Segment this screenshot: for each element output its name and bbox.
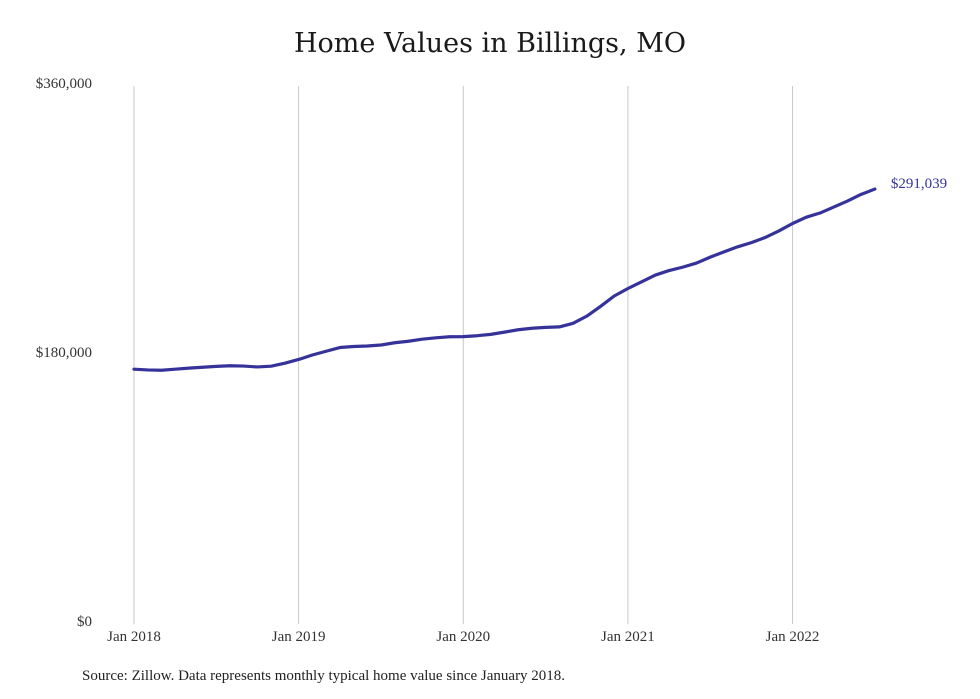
x-axis: Jan 2018 Jan 2019 Jan 2020 Jan 2021 Jan 2022: [107, 629, 819, 645]
series-line: [132, 187, 877, 372]
y-tick-label: $360,000: [36, 76, 92, 92]
y-tick-label: $0: [77, 614, 92, 630]
y-tick-label: $180,000: [36, 345, 92, 361]
x-tick-label: Jan 2021: [601, 629, 655, 645]
grid-lines: [133, 86, 794, 624]
y-axis: $0 $180,000 $360,000: [36, 76, 92, 630]
source-note: Source: Zillow. Data represents monthly …: [82, 668, 566, 684]
end-value-label: $291,039: [891, 176, 947, 192]
x-tick-label: Jan 2018: [107, 629, 161, 645]
x-tick-label: Jan 2022: [766, 629, 820, 645]
series-layer: $291,039: [132, 176, 947, 372]
x-tick-label: Jan 2019: [272, 629, 326, 645]
x-tick-label: Jan 2020: [436, 629, 490, 645]
chart-title: Home Values in Billings, MO: [294, 28, 686, 59]
